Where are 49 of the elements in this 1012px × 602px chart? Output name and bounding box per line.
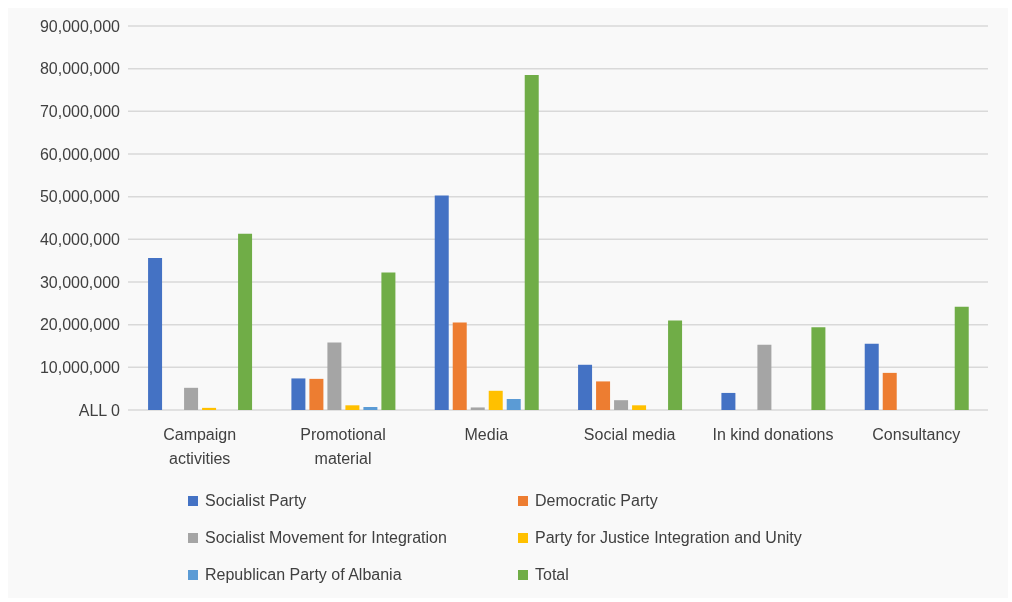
x-tick-label: Media: [464, 426, 509, 443]
bar: [291, 378, 306, 410]
bar: [309, 378, 324, 410]
x-tick-label: Social media: [583, 426, 676, 443]
legend-label: Socialist Party: [205, 491, 307, 510]
bar: [578, 364, 593, 410]
bar: [381, 272, 396, 410]
bar: [184, 387, 199, 410]
y-tick-label: 20,000,000: [39, 316, 121, 334]
bar: [524, 75, 539, 410]
bar: [238, 233, 253, 410]
bar: [882, 372, 897, 410]
legend-label: Party for Justice Integration and Unity: [535, 528, 802, 547]
x-tick-label: Consultancy: [872, 426, 961, 443]
y-tick-label: 60,000,000: [39, 145, 121, 163]
bar: [434, 195, 449, 410]
bar: [470, 407, 485, 410]
y-tick-label: 70,000,000: [39, 103, 121, 121]
bar: [721, 392, 736, 410]
y-tick-label: 90,000,000: [39, 17, 121, 35]
bar: [954, 306, 969, 410]
bar: [202, 407, 217, 410]
x-tick-label: Campaign activities: [163, 426, 237, 467]
bar: [614, 400, 629, 410]
y-tick-label: 40,000,000: [39, 231, 121, 249]
bar: [327, 342, 342, 410]
y-tick-label: ALL 0: [78, 401, 121, 419]
bar: [488, 390, 503, 410]
bar: [811, 327, 826, 410]
bar: [345, 405, 360, 410]
x-tick-label: In kind donations: [712, 426, 834, 443]
legend-label: Socialist Movement for Integration: [205, 528, 447, 547]
y-tick-label: 10,000,000: [39, 359, 121, 377]
x-tick-label: Promotional material: [300, 426, 386, 467]
bar: [506, 398, 521, 410]
legend-label: Democratic Party: [535, 491, 658, 510]
bar: [363, 407, 378, 410]
bar: [632, 405, 647, 410]
bar: [596, 381, 611, 410]
legend-label: Total: [535, 565, 569, 584]
bar: [668, 320, 683, 410]
bar: [757, 344, 772, 410]
y-tick-label: 30,000,000: [39, 273, 121, 291]
bar: [452, 322, 467, 410]
bar: [864, 343, 879, 410]
legend-label: Republican Party of Albania: [205, 565, 402, 584]
bar: [148, 258, 163, 410]
y-tick-label: 80,000,000: [39, 60, 121, 78]
y-tick-label: 50,000,000: [39, 188, 121, 206]
